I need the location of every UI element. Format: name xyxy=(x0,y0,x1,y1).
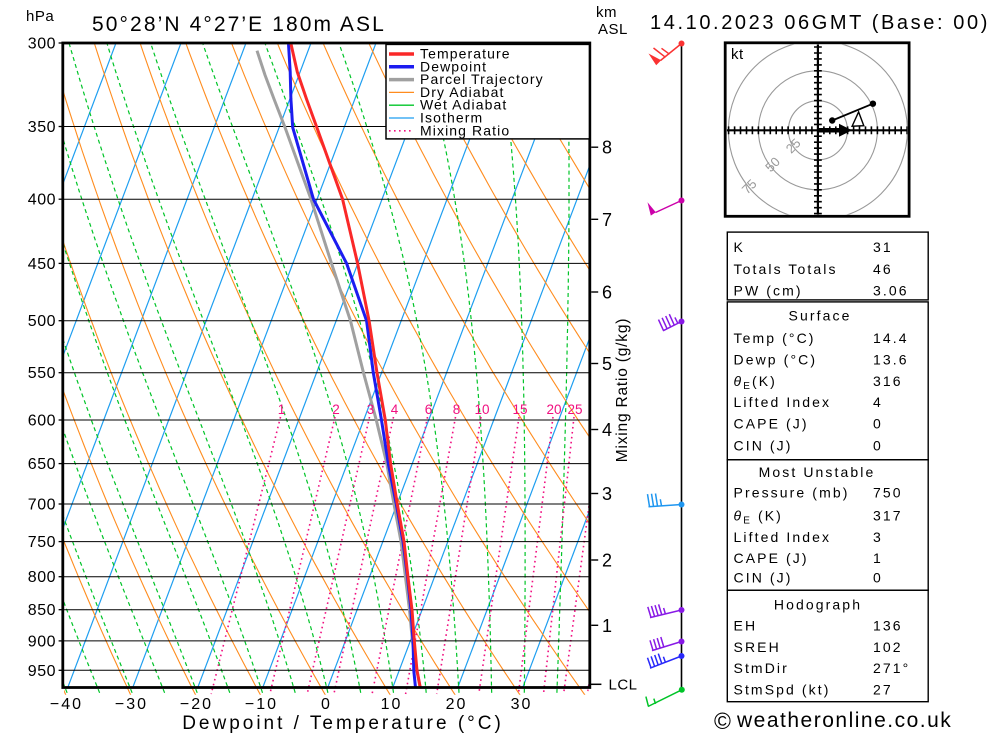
svg-text:Most Unstable: Most Unstable xyxy=(759,464,876,480)
svg-text:Wet Adiabat: Wet Adiabat xyxy=(420,97,507,113)
svg-text:StmDir: StmDir xyxy=(734,660,789,676)
svg-text:317: 317 xyxy=(873,508,903,524)
svg-text:6: 6 xyxy=(425,402,433,417)
svg-text:850: 850 xyxy=(28,602,56,619)
svg-text:Mixing Ratio: Mixing Ratio xyxy=(420,122,510,138)
svg-text:600: 600 xyxy=(28,413,56,430)
svg-text:ASL: ASL xyxy=(598,21,628,38)
svg-text:316: 316 xyxy=(873,373,903,389)
svg-text:3: 3 xyxy=(873,529,883,545)
svg-text:−40: −40 xyxy=(50,696,83,713)
svg-text:StmSpd (kt): StmSpd (kt) xyxy=(734,681,831,697)
svg-text:3: 3 xyxy=(602,484,612,504)
svg-text:CIN (J): CIN (J) xyxy=(734,569,793,585)
svg-text:25: 25 xyxy=(567,402,582,417)
svg-text:102: 102 xyxy=(873,639,903,655)
svg-text:weatheronline.co.uk: weatheronline.co.uk xyxy=(736,709,952,732)
svg-text:Parcel Trajectory: Parcel Trajectory xyxy=(420,71,544,87)
svg-text:Dry Adiabat: Dry Adiabat xyxy=(420,84,504,100)
svg-text:500: 500 xyxy=(28,313,56,330)
svg-text:750: 750 xyxy=(28,534,56,551)
svg-text:CIN (J): CIN (J) xyxy=(734,438,793,454)
svg-text:300: 300 xyxy=(28,36,56,53)
svg-text:Dewpoint / Temperature (°C): Dewpoint / Temperature (°C) xyxy=(182,713,504,733)
svg-text:31: 31 xyxy=(873,239,893,255)
svg-text:CAPE (J): CAPE (J) xyxy=(734,550,809,566)
svg-text:8: 8 xyxy=(602,138,612,158)
svg-text:θE (K): θE (K) xyxy=(734,508,783,527)
svg-text:−20: −20 xyxy=(180,696,213,713)
svg-text:27: 27 xyxy=(873,681,893,697)
svg-text:Pressure (mb): Pressure (mb) xyxy=(734,485,850,501)
svg-text:1: 1 xyxy=(873,550,883,566)
svg-text:Mixing Ratio (g/kg): Mixing Ratio (g/kg) xyxy=(614,318,631,462)
svg-text:CAPE (J): CAPE (J) xyxy=(734,416,809,432)
svg-text:0: 0 xyxy=(873,569,883,585)
svg-text:Lifted Index: Lifted Index xyxy=(734,394,832,410)
svg-text:K: K xyxy=(734,239,745,255)
svg-text:2: 2 xyxy=(332,402,340,417)
svg-text:Dewp (°C): Dewp (°C) xyxy=(734,352,818,368)
svg-text:0: 0 xyxy=(873,438,883,454)
svg-text:550: 550 xyxy=(28,365,56,382)
svg-text:30: 30 xyxy=(511,696,533,713)
svg-text:4: 4 xyxy=(391,402,399,417)
svg-text:20: 20 xyxy=(446,696,468,713)
svg-text:Temperature: Temperature xyxy=(420,46,511,62)
svg-text:hPa: hPa xyxy=(26,8,54,25)
svg-text:800: 800 xyxy=(28,569,56,586)
svg-text:−10: −10 xyxy=(245,696,278,713)
svg-text:4: 4 xyxy=(873,394,883,410)
svg-text:450: 450 xyxy=(28,256,56,273)
svg-text:14.10.2023 06GMT (Base: 00): 14.10.2023 06GMT (Base: 00) xyxy=(650,12,990,34)
svg-text:Surface: Surface xyxy=(789,308,852,324)
svg-text:1: 1 xyxy=(602,616,612,636)
svg-text:3: 3 xyxy=(367,402,375,417)
svg-text:350: 350 xyxy=(28,119,56,136)
svg-text:5: 5 xyxy=(602,354,612,374)
svg-text:46: 46 xyxy=(873,261,893,277)
svg-text:Temp (°C): Temp (°C) xyxy=(734,330,816,346)
svg-text:Lifted Index: Lifted Index xyxy=(734,529,832,545)
svg-text:750: 750 xyxy=(873,485,903,501)
svg-text:950: 950 xyxy=(28,663,56,680)
svg-text:400: 400 xyxy=(28,192,56,209)
svg-text:PW (cm): PW (cm) xyxy=(734,283,803,299)
svg-text:13.6: 13.6 xyxy=(873,352,909,368)
svg-text:Isotherm: Isotherm xyxy=(420,110,483,126)
svg-text:4: 4 xyxy=(602,420,612,440)
svg-text:136: 136 xyxy=(873,618,903,634)
svg-text:−30: −30 xyxy=(115,696,148,713)
svg-text:©: © xyxy=(714,708,731,733)
svg-text:10: 10 xyxy=(381,696,403,713)
svg-text:EH: EH xyxy=(734,618,758,634)
svg-text:Hodograph: Hodograph xyxy=(774,596,862,612)
svg-text:Dewpoint: Dewpoint xyxy=(420,58,487,74)
svg-text:15: 15 xyxy=(512,402,527,417)
svg-text:0: 0 xyxy=(321,696,332,713)
svg-text:14.4: 14.4 xyxy=(873,330,909,346)
svg-text:km: km xyxy=(596,4,617,21)
svg-text:271°: 271° xyxy=(873,660,910,676)
svg-text:900: 900 xyxy=(28,633,56,650)
svg-text:2: 2 xyxy=(602,551,612,571)
svg-text:0: 0 xyxy=(873,416,883,432)
svg-text:LCL: LCL xyxy=(609,677,638,694)
svg-text:SREH: SREH xyxy=(734,639,781,655)
svg-text:Totals Totals: Totals Totals xyxy=(734,261,838,277)
svg-text:10: 10 xyxy=(474,402,489,417)
svg-text:20: 20 xyxy=(546,402,561,417)
svg-text:50°28’N 4°27’E 180m ASL: 50°28’N 4°27’E 180m ASL xyxy=(92,13,386,36)
svg-text:700: 700 xyxy=(28,497,56,514)
svg-text:6: 6 xyxy=(602,283,612,303)
svg-text:650: 650 xyxy=(28,456,56,473)
svg-text:8: 8 xyxy=(453,402,461,417)
svg-text:kt: kt xyxy=(731,46,744,63)
svg-text:θE(K): θE(K) xyxy=(734,373,777,392)
svg-text:3.06: 3.06 xyxy=(873,283,909,299)
svg-text:7: 7 xyxy=(602,210,612,230)
svg-text:1: 1 xyxy=(278,402,286,417)
